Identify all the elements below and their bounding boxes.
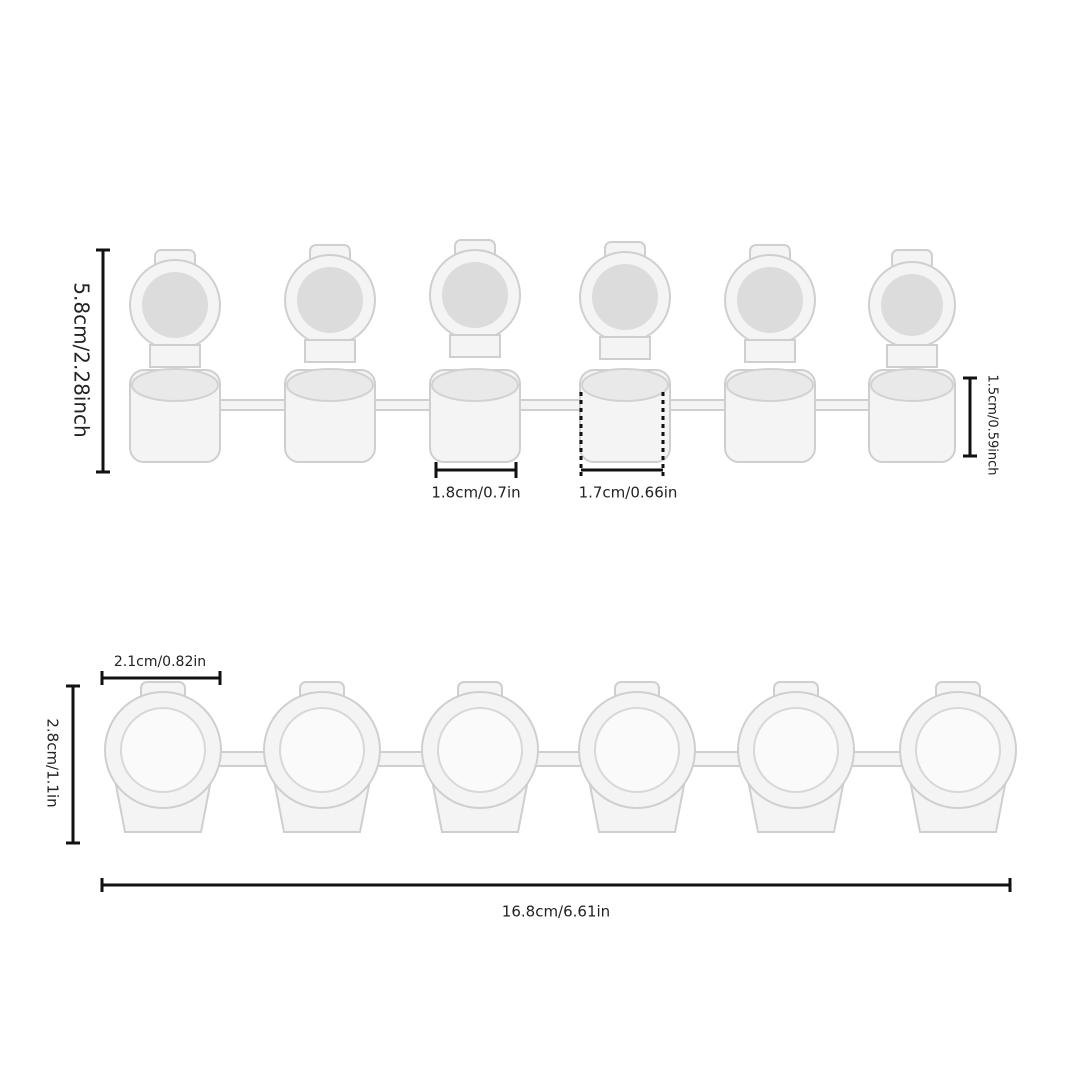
dim-line (66, 684, 80, 845)
dim-label: 2.1cm/0.82in (114, 654, 206, 670)
dim-label: 16.8cm/6.61in (502, 903, 610, 921)
lid-inner (737, 267, 803, 333)
lid-inner (915, 707, 1001, 793)
dim-line (96, 248, 110, 474)
lid-inner (594, 707, 680, 793)
dim-label: 2.8cm/1.1in (44, 718, 62, 807)
lid-inner (142, 272, 208, 338)
dim-label: 1.5cm/0.59inch (985, 374, 1000, 475)
product-illustration (104, 239, 1017, 833)
dim-guide (579, 392, 665, 478)
dimension-lines (66, 248, 1012, 892)
dim-line (100, 878, 1012, 892)
hinge (886, 344, 938, 368)
dim-line (963, 376, 977, 458)
lid-inner (753, 707, 839, 793)
lid-inner (437, 707, 523, 793)
cup-rim (131, 368, 219, 402)
dim-label: 1.7cm/0.66in (579, 484, 678, 502)
hinge (304, 339, 356, 363)
lid-inner (442, 262, 508, 328)
hinge (744, 339, 796, 363)
lid-inner (881, 274, 943, 336)
dim-line (434, 462, 518, 478)
dim-label: 1.8cm/0.7in (431, 484, 520, 502)
hinge (149, 344, 201, 368)
dim-line (100, 671, 222, 685)
cup-rim (431, 368, 519, 402)
cup-rim (286, 368, 374, 402)
hinge (599, 336, 651, 360)
cup-rim (870, 368, 954, 402)
lid-inner (120, 707, 206, 793)
lid-inner (592, 264, 658, 330)
cup-rim (581, 368, 669, 402)
dim-label: 5.8cm/2.28inch (70, 282, 94, 437)
cup-rim (726, 368, 814, 402)
hinge (449, 334, 501, 358)
lid-inner (297, 267, 363, 333)
lid-inner (279, 707, 365, 793)
